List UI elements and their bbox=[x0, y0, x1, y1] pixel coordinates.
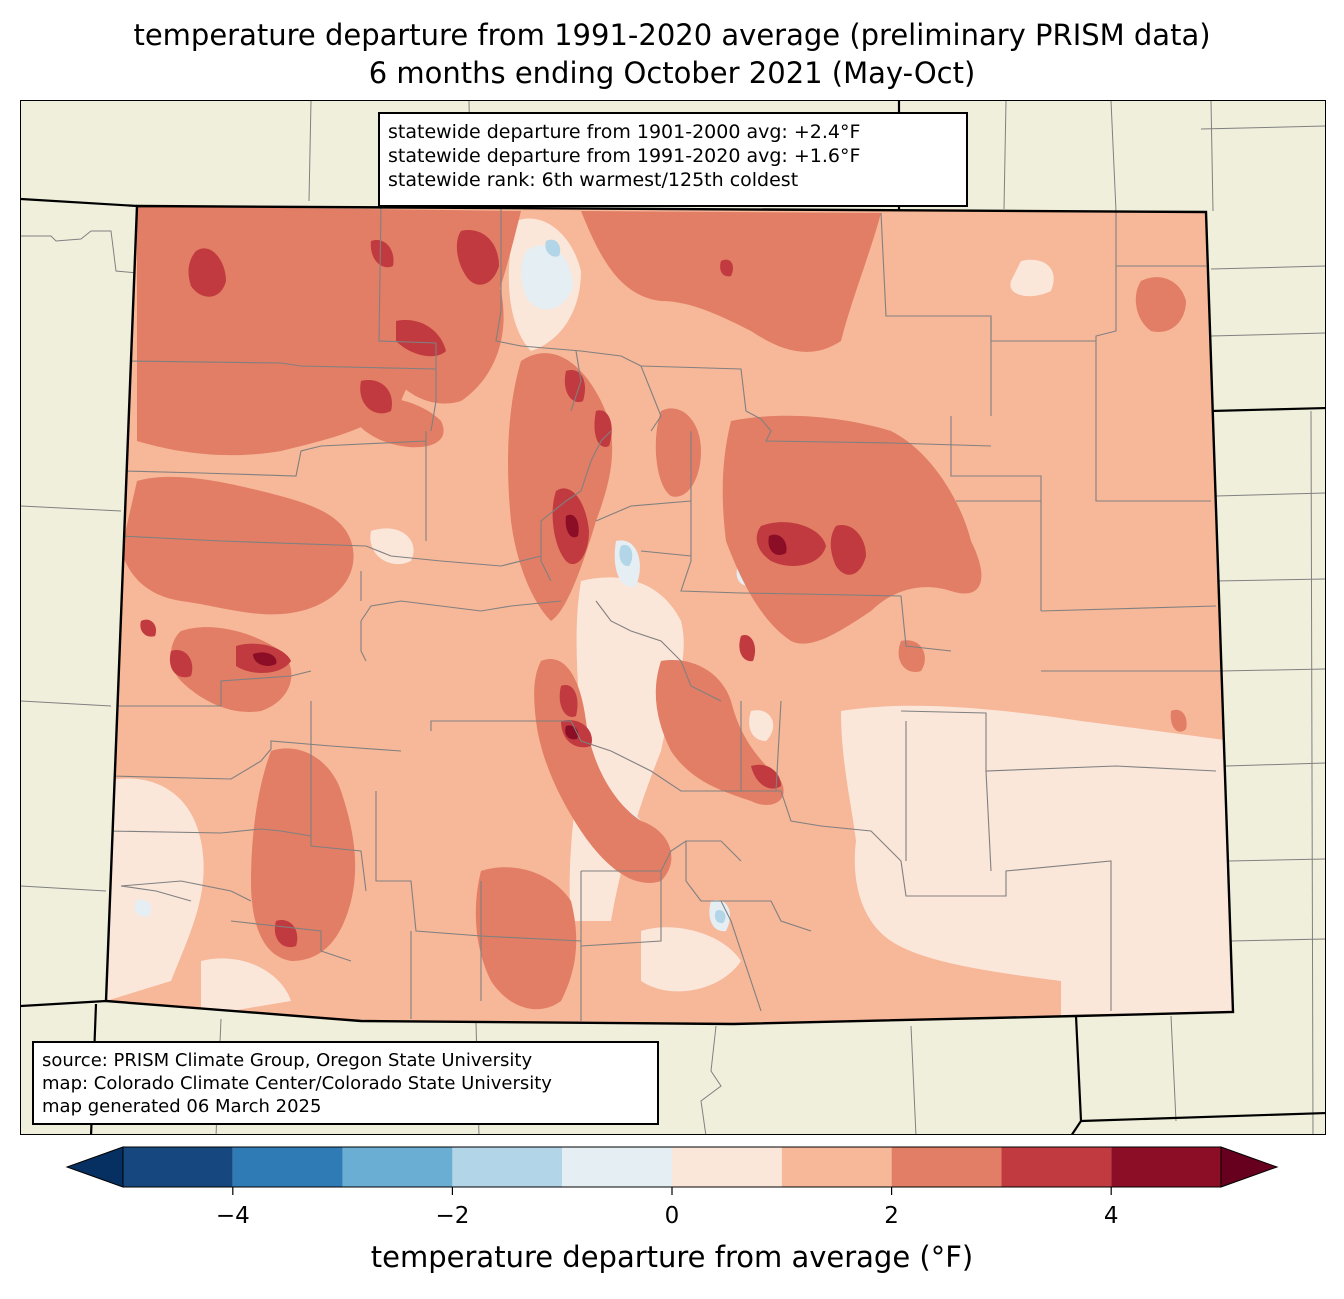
colorbar-tick-label: −2 bbox=[435, 1203, 470, 1229]
map-panel bbox=[20, 100, 1326, 1135]
colorbar-tick-label: 0 bbox=[664, 1203, 680, 1229]
colorbar-tick-label: 4 bbox=[1103, 1203, 1119, 1229]
colorbar-bin-7 bbox=[891, 1147, 1002, 1187]
source-line: source: PRISM Climate Group, Oregon Stat… bbox=[42, 1050, 533, 1071]
map-title: temperature departure from 1991-2020 ave… bbox=[133, 18, 1211, 52]
colorbar bbox=[65, 1146, 1279, 1195]
colorbar-bin-2 bbox=[342, 1147, 453, 1187]
map-generated-line: map generated 06 March 2025 bbox=[42, 1096, 322, 1117]
map-credit-line: map: Colorado Climate Center/Colorado St… bbox=[42, 1073, 552, 1094]
colorado-border bbox=[104, 204, 1235, 1026]
colorbar-bin-1 bbox=[232, 1147, 343, 1187]
stat-departure-1901-2000: statewide departure from 1901-2000 avg: … bbox=[388, 121, 861, 143]
colorbar-under-arrow bbox=[65, 1146, 124, 1188]
colorbar-bin-3 bbox=[452, 1147, 563, 1187]
temperature-departure-field bbox=[106, 206, 1233, 1024]
colorbar-bin-5 bbox=[672, 1147, 782, 1187]
colorado-map bbox=[21, 101, 1325, 1134]
colorbar-tick-label: −4 bbox=[215, 1203, 250, 1229]
colorbar-tick-label: 2 bbox=[884, 1203, 899, 1229]
statewide-stats-box: statewide departure from 1901-2000 avg: … bbox=[378, 112, 968, 207]
colorbar-label: temperature departure from average (°F) bbox=[370, 1240, 974, 1274]
colorbar-bin-9 bbox=[1111, 1147, 1221, 1187]
stat-rank: statewide rank: 6th warmest/125th coldes… bbox=[388, 169, 799, 191]
source-credits-box: source: PRISM Climate Group, Oregon Stat… bbox=[32, 1041, 659, 1125]
colorbar-bin-0 bbox=[123, 1147, 233, 1187]
colorbar-bin-4 bbox=[562, 1147, 672, 1187]
neighbor-county-lines bbox=[21, 101, 1325, 1134]
map-subtitle: 6 months ending October 2021 (May-Oct) bbox=[368, 56, 976, 90]
county-lines bbox=[106, 206, 1221, 1021]
colorbar-over-arrow bbox=[1220, 1146, 1279, 1188]
colorbar-bin-8 bbox=[1001, 1147, 1112, 1187]
stat-departure-1991-2020: statewide departure from 1991-2020 avg: … bbox=[388, 145, 861, 167]
colorbar-bin-6 bbox=[781, 1147, 892, 1187]
